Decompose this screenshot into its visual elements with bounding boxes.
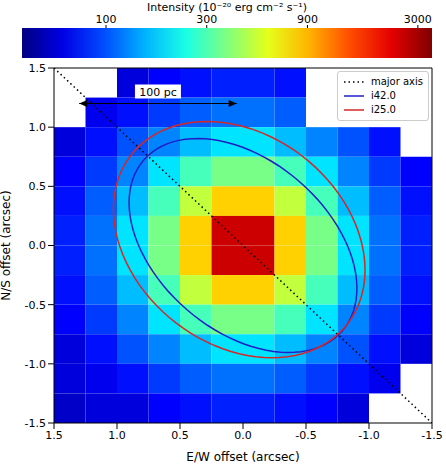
html-text:major axis: major axis <box>370 76 423 87</box>
svg-text:1.0: 1.0 <box>108 429 126 442</box>
svg-text:E/W offset (arcsec): E/W offset (arcsec) <box>186 450 299 464</box>
svg-text:-1.0: -1.0 <box>25 358 46 371</box>
svg-text:-1.5: -1.5 <box>25 417 46 430</box>
svg-text:-1.0: -1.0 <box>358 429 379 442</box>
html-text:i42.0: i42.0 <box>370 90 396 101</box>
svg-text:0.5: 0.5 <box>171 429 189 442</box>
svg-text:0.5: 0.5 <box>29 180 47 193</box>
svg-text:-0.5: -0.5 <box>295 429 316 442</box>
svg-text:100 pc: 100 pc <box>139 86 177 99</box>
svg-text:100: 100 <box>96 13 117 26</box>
svg-text:-0.5: -0.5 <box>25 299 46 312</box>
svg-text:0.0: 0.0 <box>234 429 252 442</box>
svg-text:0.0: 0.0 <box>29 239 47 252</box>
svg-text:1.5: 1.5 <box>45 429 63 442</box>
svg-text:Intensity (10⁻²⁰ erg cm⁻² s⁻¹): Intensity (10⁻²⁰ erg cm⁻² s⁻¹) <box>147 1 307 14</box>
svg-text:3000: 3000 <box>404 13 432 26</box>
html-text:i25.0: i25.0 <box>370 104 396 115</box>
svg-text:300: 300 <box>196 13 217 26</box>
svg-text:N/S offset (arcsec): N/S offset (arcsec) <box>0 190 13 300</box>
svg-text:900: 900 <box>297 13 318 26</box>
svg-text:1.0: 1.0 <box>29 121 47 134</box>
svg-text:-1.5: -1.5 <box>421 429 442 442</box>
svg-text:1.5: 1.5 <box>29 62 47 75</box>
